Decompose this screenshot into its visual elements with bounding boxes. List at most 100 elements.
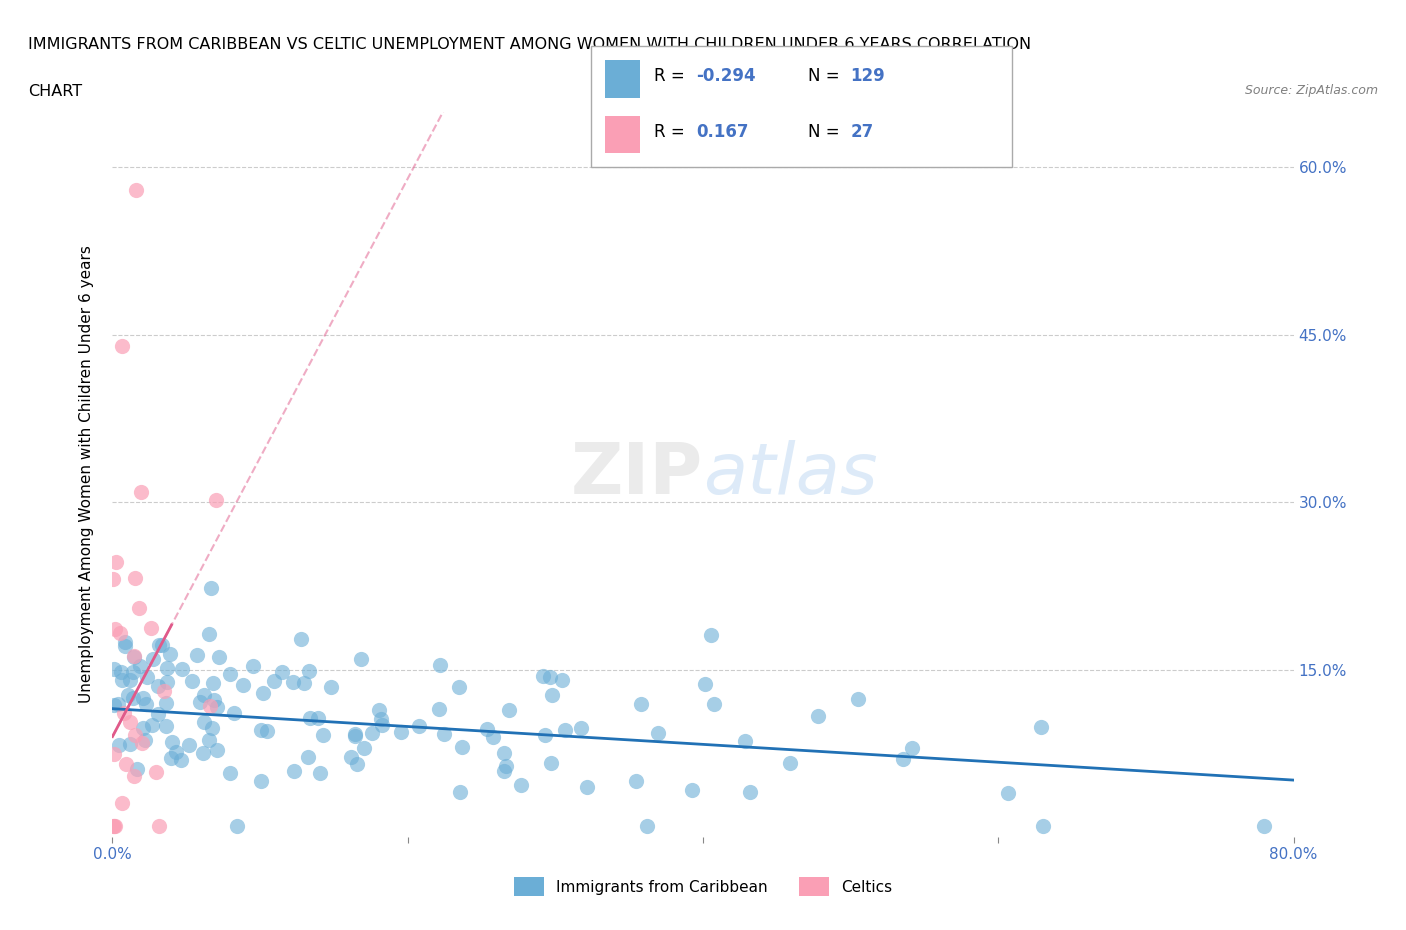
Point	[429, 658, 451, 672]
Point	[193, 714, 215, 729]
Point	[703, 697, 725, 711]
Point	[134, 733, 156, 748]
Point	[124, 649, 146, 664]
Text: 0.167: 0.167	[696, 123, 748, 141]
Point	[135, 697, 157, 711]
Point	[110, 665, 132, 680]
Point	[219, 765, 242, 780]
Legend: Immigrants from Caribbean, Celtics: Immigrants from Caribbean, Celtics	[508, 871, 898, 902]
Point	[159, 647, 181, 662]
Point	[132, 690, 155, 705]
Point	[427, 701, 450, 716]
Point	[208, 650, 231, 665]
Point	[114, 639, 136, 654]
Point	[103, 818, 125, 833]
Point	[734, 733, 756, 748]
Text: R =: R =	[654, 67, 690, 86]
Point	[200, 581, 222, 596]
Point	[205, 493, 228, 508]
Point	[201, 675, 224, 690]
Point	[226, 818, 249, 833]
Point	[148, 818, 170, 833]
Point	[103, 818, 125, 833]
Point	[177, 737, 200, 752]
Point	[122, 691, 145, 706]
Point	[136, 670, 159, 684]
Point	[124, 570, 146, 585]
Point	[188, 695, 211, 710]
Point	[290, 631, 312, 646]
Point	[540, 756, 562, 771]
Point	[263, 673, 285, 688]
Point	[114, 635, 136, 650]
Point	[433, 727, 456, 742]
Point	[389, 724, 412, 739]
Point	[160, 751, 183, 765]
Point	[346, 756, 368, 771]
Point	[128, 601, 150, 616]
Point	[807, 709, 830, 724]
Point	[846, 691, 869, 706]
Point	[111, 672, 134, 687]
Point	[242, 659, 264, 674]
Point	[202, 693, 225, 708]
Point	[124, 182, 146, 197]
Point	[343, 728, 366, 743]
Point	[232, 678, 254, 693]
Point	[131, 736, 153, 751]
Point	[104, 818, 127, 833]
Point	[312, 727, 335, 742]
Point	[148, 637, 170, 652]
Point	[105, 554, 128, 569]
Point	[700, 628, 723, 643]
Point	[114, 756, 136, 771]
Point	[249, 722, 271, 737]
Point	[124, 727, 146, 742]
Text: IMMIGRANTS FROM CARIBBEAN VS CELTIC UNEMPLOYMENT AMONG WOMEN WITH CHILDREN UNDER: IMMIGRANTS FROM CARIBBEAN VS CELTIC UNEM…	[28, 37, 1031, 52]
Point	[498, 702, 520, 717]
Point	[309, 765, 332, 780]
Text: Source: ZipAtlas.com: Source: ZipAtlas.com	[1244, 84, 1378, 97]
Text: atlas: atlas	[703, 440, 877, 509]
Point	[201, 721, 224, 736]
Point	[198, 698, 221, 713]
Point	[370, 711, 392, 726]
Point	[647, 725, 669, 740]
Point	[481, 730, 503, 745]
Point	[494, 764, 516, 779]
Point	[299, 711, 322, 725]
Point	[104, 622, 127, 637]
Point	[165, 745, 187, 760]
Point	[681, 782, 703, 797]
Point	[891, 752, 914, 767]
Point	[495, 759, 517, 774]
Text: 129: 129	[851, 67, 886, 86]
Point	[146, 707, 169, 722]
Point	[142, 652, 165, 667]
Point	[626, 774, 648, 789]
Point	[534, 727, 557, 742]
Point	[307, 711, 329, 725]
Point	[222, 705, 245, 720]
Point	[353, 740, 375, 755]
Point	[160, 735, 183, 750]
Point	[117, 687, 139, 702]
Point	[475, 722, 498, 737]
Text: -0.294: -0.294	[696, 67, 755, 86]
Point	[205, 699, 228, 714]
Point	[170, 752, 193, 767]
Point	[103, 746, 125, 761]
Point	[145, 765, 167, 780]
Point	[103, 698, 125, 712]
Point	[271, 665, 294, 680]
Point	[256, 724, 278, 738]
Text: 27: 27	[851, 123, 875, 141]
Point	[451, 739, 474, 754]
Point	[298, 664, 321, 679]
Point	[494, 746, 516, 761]
Point	[371, 718, 394, 733]
Point	[554, 723, 576, 737]
Point	[571, 721, 593, 736]
Point	[538, 670, 561, 684]
Point	[740, 785, 762, 800]
